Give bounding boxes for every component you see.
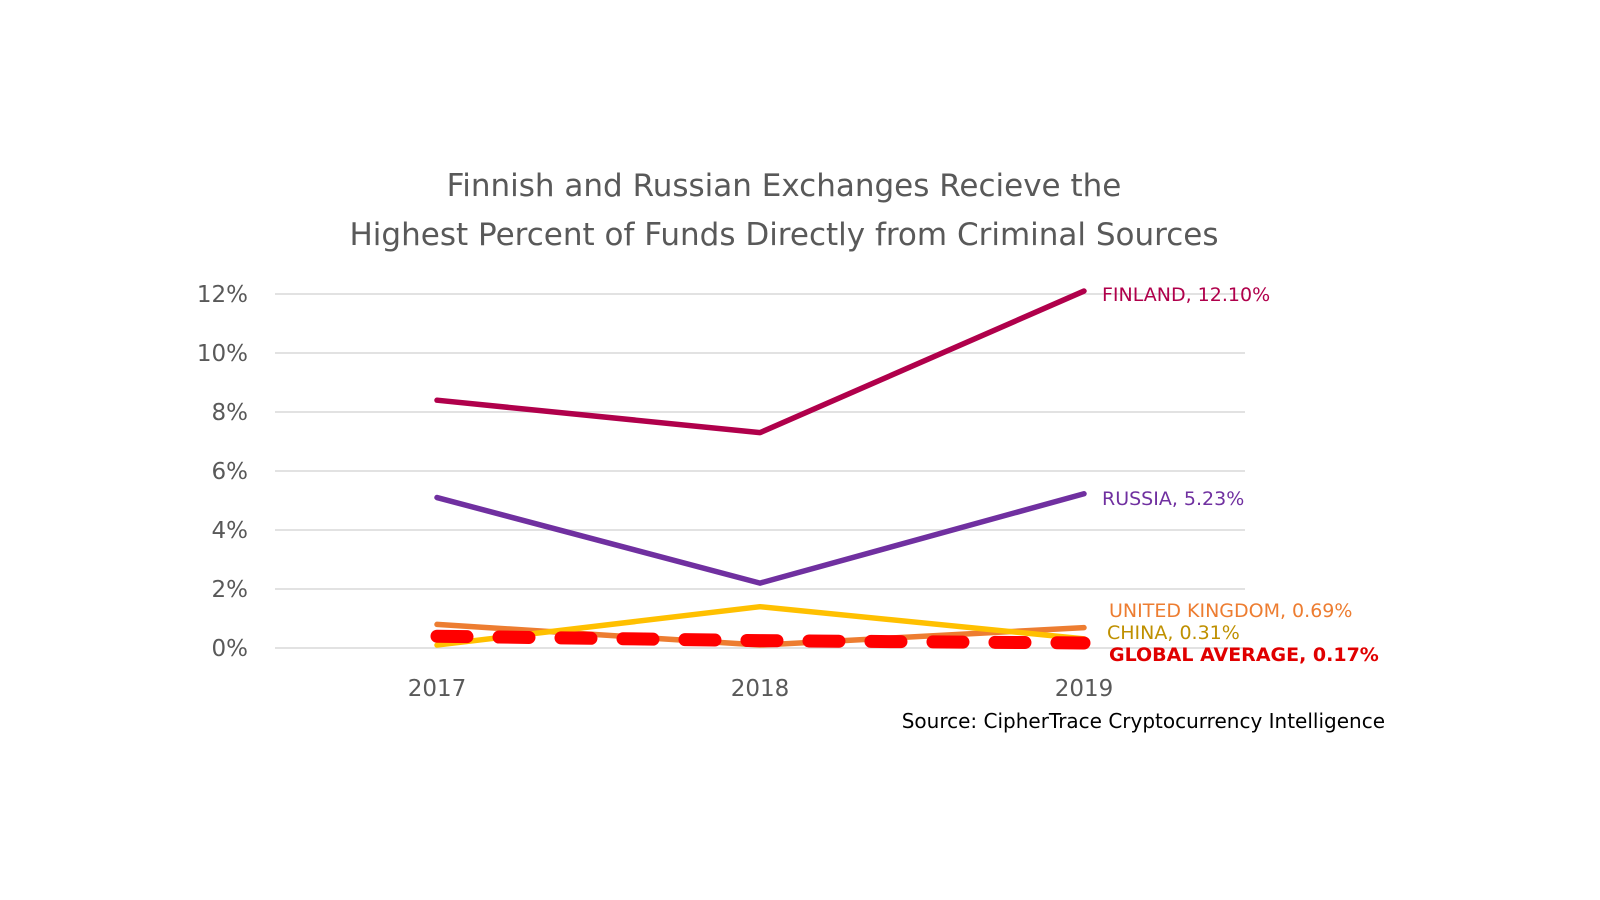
y-tick-label: 8% — [212, 400, 249, 426]
series-label-2: UNITED KINGDOM, 0.69% — [1109, 600, 1352, 622]
y-tick-label: 12% — [197, 282, 248, 308]
chart-title: Finnish and Russian Exchanges Recieve th… — [350, 168, 1219, 253]
y-tick-label: 0% — [212, 636, 249, 662]
y-tick-label: 6% — [212, 459, 249, 485]
chart-title-line-2: Highest Percent of Funds Directly from C… — [350, 217, 1219, 253]
gridlines — [275, 293, 1245, 649]
series-line-4 — [430, 629, 1091, 650]
series-line-1 — [434, 490, 1087, 586]
series-lines — [430, 288, 1091, 650]
series-line-0 — [434, 288, 1087, 436]
y-tick-label: 4% — [212, 518, 249, 544]
series-label-1: RUSSIA, 5.23% — [1102, 488, 1244, 510]
x-tick-label: 2019 — [1055, 676, 1114, 702]
y-tick-label: 2% — [212, 577, 249, 603]
series-labels: FINLAND, 12.10% RUSSIA, 5.23% UNITED KINGD… — [1102, 284, 1379, 666]
source-note: Source: CipherTrace Cryptocurrency Intel… — [902, 709, 1385, 733]
chart-title-line-1: Finnish and Russian Exchanges Recieve th… — [447, 168, 1122, 204]
x-tick-label: 2018 — [731, 676, 790, 702]
y-axis-tick-labels: 0% 2% 4% 6% 8% 10% 12% — [197, 282, 248, 662]
series-label-0: FINLAND, 12.10% — [1102, 284, 1270, 306]
y-tick-label: 10% — [197, 341, 248, 367]
series-label-3: CHINA, 0.31% — [1107, 622, 1240, 644]
x-tick-label: 2017 — [408, 676, 467, 702]
x-axis-tick-labels: 2017 2018 2019 — [408, 676, 1114, 702]
series-line-3 — [434, 603, 1087, 648]
series-label-4: GLOBAL AVERAGE, 0.17% — [1109, 644, 1379, 666]
